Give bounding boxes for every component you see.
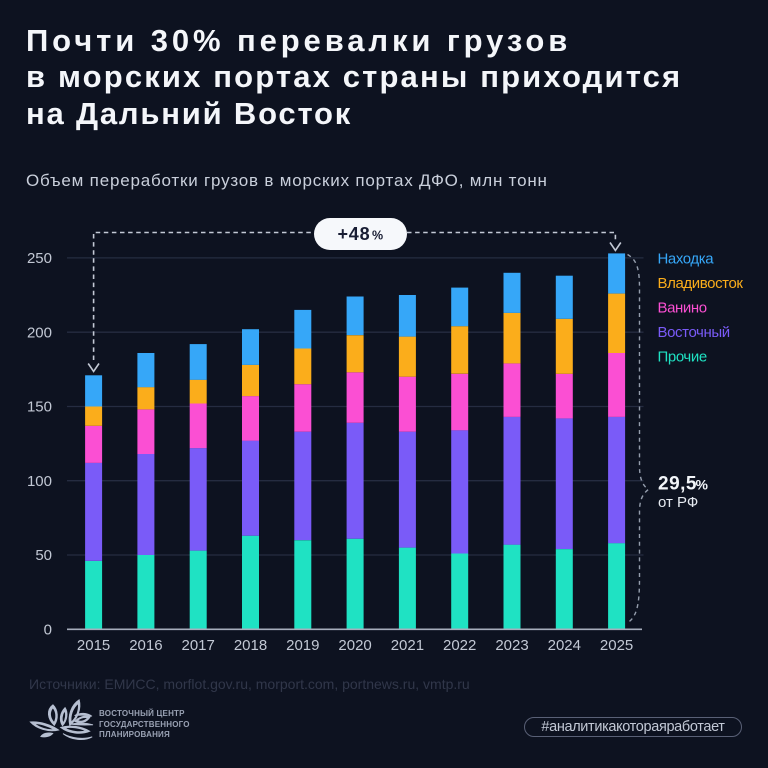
svg-text:150: 150 xyxy=(27,399,52,416)
svg-text:2025: 2025 xyxy=(600,637,633,654)
svg-text:2016: 2016 xyxy=(129,637,162,654)
svg-text:Владивосток: Владивосток xyxy=(658,275,744,292)
svg-text:29,5: 29,5 xyxy=(658,474,697,495)
svg-text:250: 250 xyxy=(27,250,52,267)
svg-text:2024: 2024 xyxy=(548,637,581,654)
svg-text:2023: 2023 xyxy=(495,637,528,654)
svg-text:Ванино: Ванино xyxy=(658,300,707,317)
svg-text:0: 0 xyxy=(44,622,52,639)
svg-text:%: % xyxy=(372,229,383,243)
svg-text:2020: 2020 xyxy=(338,637,371,654)
svg-text:50: 50 xyxy=(35,547,52,564)
svg-text:Прочие: Прочие xyxy=(658,349,707,366)
svg-text:200: 200 xyxy=(27,324,52,341)
svg-text:2017: 2017 xyxy=(182,637,215,654)
svg-text:2022: 2022 xyxy=(443,637,476,654)
svg-text:Находка: Находка xyxy=(658,250,715,267)
svg-text:2021: 2021 xyxy=(391,637,424,654)
svg-text:100: 100 xyxy=(27,473,52,490)
svg-text:2015: 2015 xyxy=(77,637,110,654)
svg-text:от РФ: от РФ xyxy=(658,494,698,511)
svg-text:%: % xyxy=(696,477,709,493)
svg-text:Восточный: Восточный xyxy=(658,324,730,341)
svg-text:+48: +48 xyxy=(338,224,371,244)
svg-text:2018: 2018 xyxy=(234,637,267,654)
svg-text:2019: 2019 xyxy=(286,637,319,654)
